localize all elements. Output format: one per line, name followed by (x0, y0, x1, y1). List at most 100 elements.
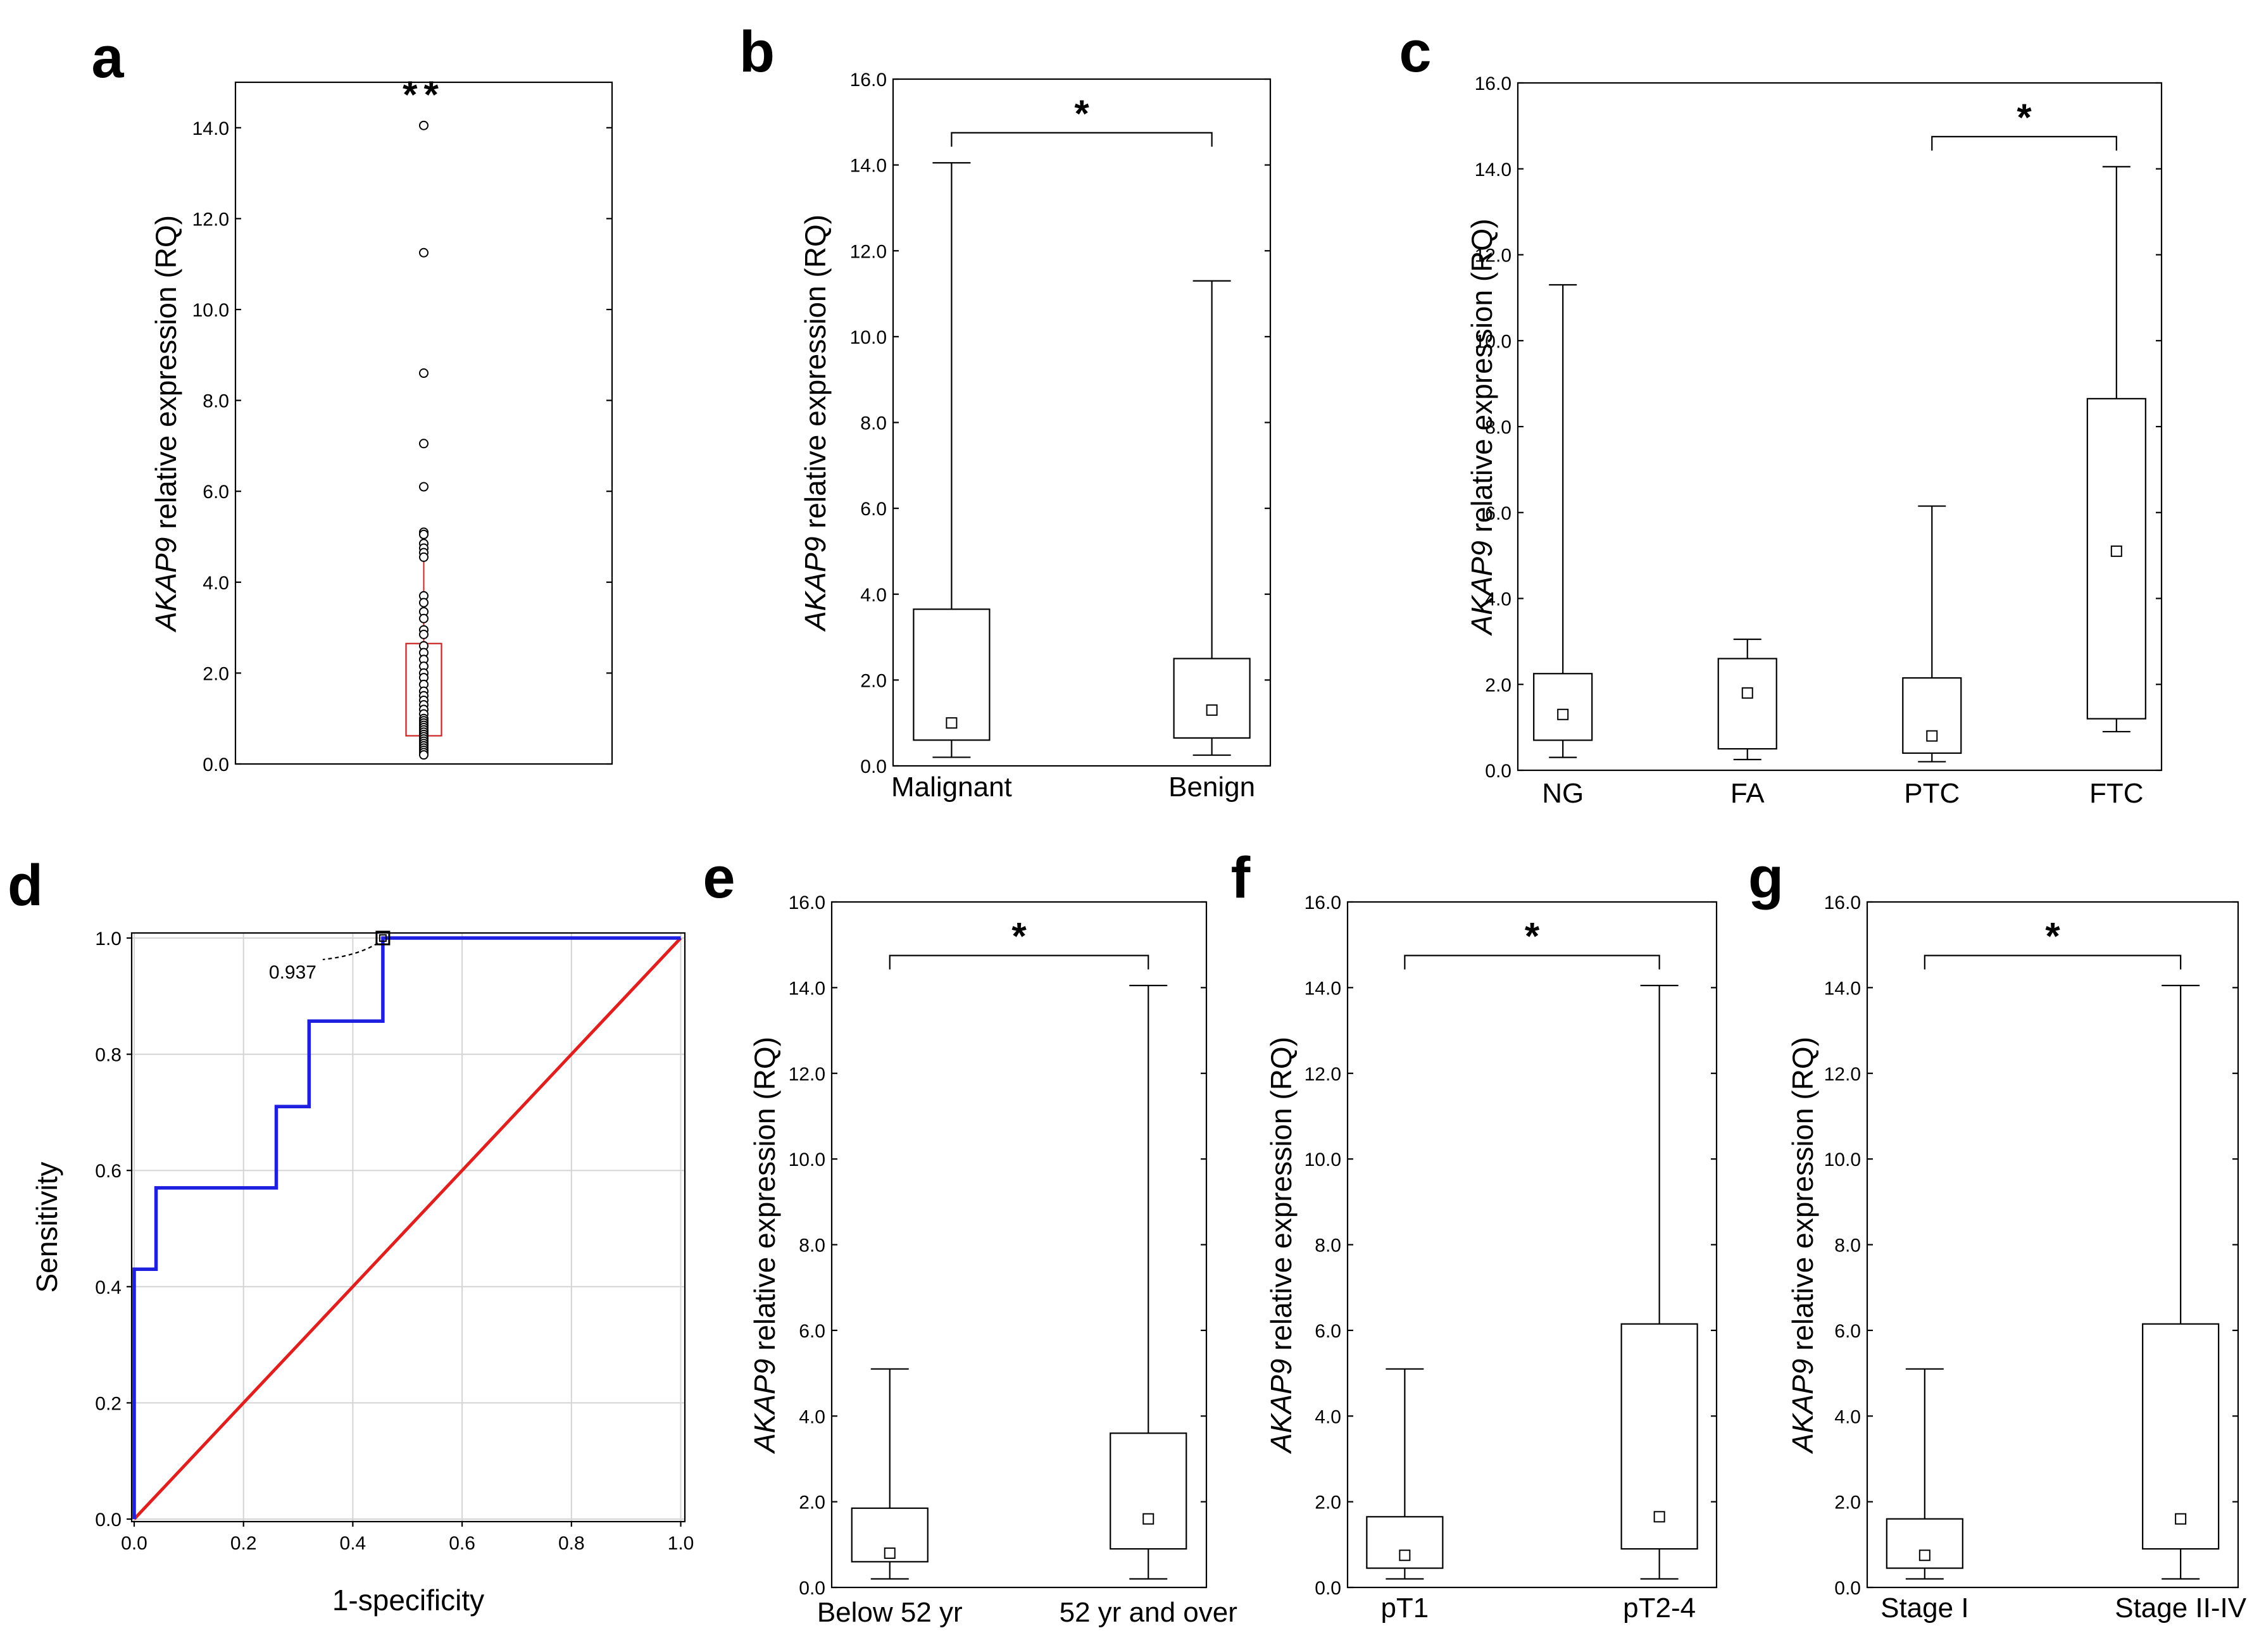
box-52-yr-and-over: 52 yr and over (1060, 984, 1237, 1628)
y-axis-title: AKAP9 relative expression (RQ) (1465, 218, 1498, 636)
category-label: PTC (1904, 778, 1960, 809)
y-axis-title: AKAP9 relative expression (RQ) (799, 215, 832, 632)
panel-letter-c: c (1399, 20, 1431, 84)
y-tick-label: 10.0 (1475, 331, 1511, 352)
panel-letter-e: e (703, 846, 735, 910)
y-axis-title: Sensitivity (30, 1161, 63, 1292)
y-axis-title-text: relative expression (RQ) (1465, 218, 1498, 541)
category-label: Stage I (1880, 1593, 1968, 1624)
y-tick-label: 0.0 (1315, 1578, 1341, 1599)
box-iqr (2142, 1323, 2220, 1550)
significance-star: * (1074, 92, 1089, 135)
y-axis-title-text: relative expression (RQ) (1265, 1037, 1298, 1359)
x-tick-label: 0.6 (449, 1533, 475, 1554)
y-tick-label: 2.0 (203, 663, 229, 684)
cutoff-marker-inner (379, 934, 387, 942)
y-axis-title-text: relative expression (RQ) (799, 215, 832, 537)
y-tick-label: 12.0 (789, 1064, 825, 1085)
y-tick-label: 10.0 (789, 1149, 825, 1170)
category-label: pT1 (1380, 1593, 1429, 1624)
data-point (419, 482, 429, 492)
y-tick-label: 0.4 (95, 1277, 122, 1298)
y-tick-label: 16.0 (850, 70, 887, 91)
data-point (419, 750, 429, 760)
y-tick-label: 6.0 (1834, 1321, 1861, 1342)
y-tick-label: 8.0 (1315, 1236, 1341, 1256)
box-stage-i: Stage I (1880, 1368, 1969, 1624)
x-tick-label: 0.0 (121, 1533, 147, 1554)
y-tick-label: 8.0 (1834, 1236, 1861, 1256)
median-marker (1741, 687, 1753, 699)
y-tick-label: 0.0 (799, 1578, 825, 1599)
y-axis-title-gene: AKAP9 (799, 537, 832, 632)
category-label: 52 yr and over (1060, 1597, 1237, 1628)
y-axis-title: AKAP9 relative expression (RQ) (1786, 1037, 1819, 1455)
y-tick-label: 12.0 (850, 241, 887, 262)
data-point (419, 247, 429, 258)
category-label: FA (1730, 778, 1765, 809)
median-marker (2110, 545, 2122, 557)
significance-bracket (889, 954, 1149, 970)
significance-star: * (1011, 915, 1027, 958)
panel-b: b 0.0 2.0 4.0 6.0 8.0 10.0 12.0 14.0 16.0 AKAP9 re… (739, 20, 1272, 803)
y-tick-label: 0.0 (1485, 761, 1511, 782)
category-label: FTC (2089, 778, 2144, 809)
box-iqr (1717, 658, 1777, 750)
y-tick-label: 6.0 (1315, 1321, 1341, 1342)
median-marker (1399, 1549, 1411, 1561)
y-tick-label: 2.0 (1315, 1492, 1341, 1513)
cutoff-marker (375, 930, 391, 946)
box-stage-ii-iv: Stage II-IV (2115, 984, 2247, 1624)
data-point (419, 613, 429, 623)
y-tick-label: 0.6 (95, 1161, 122, 1182)
y-axis-title-gene: AKAP9 (1265, 1359, 1298, 1455)
y-tick-label: 0.2 (95, 1393, 122, 1414)
y-tick-label: 14.0 (192, 118, 229, 139)
y-tick-label: 2.0 (1485, 675, 1511, 696)
x-tick-label: 1.0 (668, 1533, 694, 1554)
x-tick-label: 0.8 (558, 1533, 585, 1554)
panel-g: g 0.0 2.0 4.0 6.0 8.0 10.0 12.0 14.0 16.0 AKAP9 re… (1748, 846, 2247, 1624)
y-tick-label: 4.0 (799, 1406, 825, 1427)
y-tick-label: 10.0 (1305, 1149, 1341, 1170)
y-tick-label: 12.0 (1824, 1064, 1861, 1085)
panel-letter-b: b (739, 20, 775, 84)
y-tick-label: 16.0 (1824, 892, 1861, 913)
panel-letter-f: f (1231, 846, 1251, 910)
significance-star: * (1525, 915, 1540, 958)
significance-star: ** (403, 73, 445, 116)
y-tick-label: 10.0 (850, 327, 887, 348)
y-tick-label: 0.0 (860, 756, 887, 777)
panel-a: a 0.0 2.0 4.0 6.0 8.0 10.0 12.0 14.0 AKAP9 relati… (91, 25, 613, 775)
box-iqr (1366, 1516, 1444, 1569)
panel-letter-a: a (91, 25, 124, 90)
annotation-leader (322, 942, 379, 961)
median-marker (2175, 1513, 2187, 1525)
y-tick-label: 6.0 (1485, 503, 1511, 524)
significance-bracket (951, 132, 1213, 147)
y-axis-title-text: relative expression (RQ) (748, 1037, 781, 1359)
plot-frame (234, 81, 613, 765)
y-axis-title-gene: AKAP9 (1786, 1359, 1819, 1455)
plot-frame (130, 932, 686, 1523)
y-tick-label: 16.0 (789, 892, 825, 913)
median-marker (1206, 704, 1218, 716)
significance-bracket (1924, 954, 2182, 970)
y-tick-label: 12.0 (1305, 1064, 1341, 1085)
box-benign: Benign (1168, 280, 1255, 803)
y-axis-title-text: relative expression (RQ) (1786, 1037, 1819, 1359)
y-tick-label: 14.0 (1824, 978, 1861, 999)
y-axis-title: AKAP9 relative expression (RQ) (748, 1037, 781, 1455)
significance-star: * (2017, 96, 2032, 139)
panel-e: e 0.0 2.0 4.0 6.0 8.0 10.0 12.0 14.0 16.0 AKAP9 re… (703, 846, 1237, 1628)
box-fa: FA (1717, 638, 1777, 809)
box-pt2-4: pT2-4 (1620, 984, 1698, 1624)
y-tick-label: 8.0 (860, 413, 887, 434)
panel-letter-g: g (1748, 846, 1784, 910)
box-below-52-yr: Below 52 yr (817, 1368, 963, 1628)
y-tick-label: 14.0 (1475, 160, 1511, 180)
y-tick-label: 8.0 (799, 1236, 825, 1256)
median-marker (1926, 730, 1938, 742)
box-ptc: PTC (1902, 505, 1962, 809)
